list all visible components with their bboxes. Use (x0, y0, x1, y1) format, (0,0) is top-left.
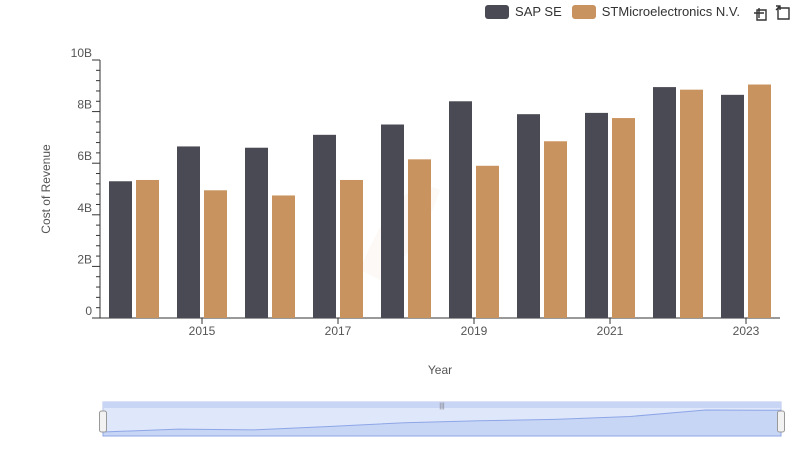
bar-stmicro-2020[interactable] (544, 141, 567, 318)
x-tick-label: 2015 (189, 324, 216, 338)
navigator-grip-icon[interactable]: ||| (439, 403, 445, 410)
navigator-series (102, 409, 782, 437)
legend-swatch-stmicro (571, 4, 596, 19)
x-tick-label: 2017 (325, 324, 352, 338)
bar-sap-2020[interactable] (517, 114, 540, 319)
bar-sap-2018[interactable] (381, 124, 404, 319)
navigator-right-handle[interactable] (777, 410, 785, 433)
bar-sap-2022[interactable] (653, 87, 676, 318)
y-tick-label: 6B (77, 149, 92, 163)
legend-item-sap[interactable]: SAP SE (485, 4, 562, 19)
zoom-in-icon[interactable] (752, 4, 770, 22)
navigator[interactable]: ||| (99, 401, 785, 437)
bar-stmicro-2019[interactable] (476, 165, 499, 318)
y-axis-title: Cost of Revenue (39, 144, 53, 234)
bar-sap-2015[interactable] (177, 146, 200, 318)
bar-sap-2021[interactable] (585, 112, 608, 318)
bar-stmicro-2017[interactable] (340, 179, 363, 318)
navigator-left-handle[interactable] (99, 410, 107, 433)
x-tick-label: 2019 (461, 324, 488, 338)
bar-stmicro-2015[interactable] (204, 190, 227, 318)
y-tick-label: 10B (71, 46, 92, 60)
y-tick-label: 2B (77, 252, 92, 266)
y-tick-label: 4B (77, 201, 92, 215)
bars (109, 84, 771, 319)
x-tick-label: 2023 (733, 324, 760, 338)
bar-sap-2014[interactable] (109, 181, 132, 318)
legend-item-stmicro[interactable]: STMicroelectronics N.V. (571, 4, 740, 19)
legend-label-stmicro: STMicroelectronics N.V. (601, 4, 740, 19)
bar-stmicro-2018[interactable] (408, 159, 431, 318)
bar-stmicro-2014[interactable] (136, 179, 159, 318)
bar-sap-2016[interactable] (245, 147, 268, 318)
x-tick-label: 2021 (597, 324, 624, 338)
bar-sap-2017[interactable] (313, 134, 336, 318)
y-tick-label: 0 (85, 304, 92, 318)
legend: SAP SE STMicroelectronics N.V. (485, 4, 740, 19)
legend-label-sap: SAP SE (515, 4, 562, 19)
bar-stmicro-2023[interactable] (748, 84, 771, 318)
bar-stmicro-2021[interactable] (612, 118, 635, 318)
navigator-scrollbar[interactable] (103, 402, 781, 408)
legend-swatch-sap (485, 4, 510, 19)
reset-zoom-icon[interactable] (774, 4, 792, 22)
bar-stmicro-2022[interactable] (680, 89, 703, 318)
bar-sap-2023[interactable] (721, 94, 744, 318)
y-tick-label: 8B (77, 98, 92, 112)
x-axis: 2015 2017 2019 2021 2023 (100, 317, 780, 338)
x-axis-title: Year (428, 363, 452, 377)
bar-stmicro-2016[interactable] (272, 195, 295, 318)
bar-sap-2019[interactable] (449, 101, 472, 318)
y-axis: 0 2B 4B 6B 8B 10B (71, 46, 101, 319)
